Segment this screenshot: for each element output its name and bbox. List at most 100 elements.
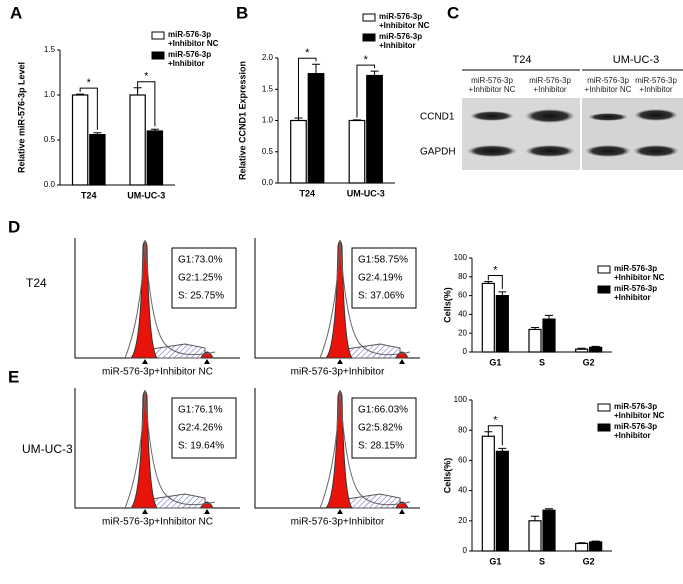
lane-label: miR-576-3p +Inhibitor NC bbox=[584, 76, 632, 94]
bar bbox=[71, 94, 89, 186]
stats-label: G2:5.82% bbox=[358, 423, 403, 434]
lane-label-box: miR-576-3p +Inhibitor bbox=[529, 76, 571, 94]
y-tick-label: 2.0 bbox=[262, 53, 274, 62]
lane-label: miR-576-3p +Inhibitor bbox=[635, 76, 677, 94]
bar bbox=[481, 282, 495, 353]
panel-letter: C bbox=[447, 3, 459, 22]
band bbox=[467, 145, 517, 157]
bar bbox=[495, 450, 509, 552]
stats-box bbox=[351, 247, 417, 309]
band bbox=[633, 145, 679, 157]
legend-label: miR-576-3p +Inhibitor bbox=[379, 32, 423, 50]
x-tick-label: UM-UC-3 bbox=[347, 188, 385, 198]
y-tick-label: 40 bbox=[458, 310, 467, 319]
error-bar bbox=[150, 128, 159, 131]
stats-label: G1:76.1% bbox=[178, 405, 223, 416]
stats-label: S: 28.15% bbox=[358, 441, 404, 452]
y-tick-label: 100 bbox=[454, 395, 468, 404]
x-tick-label: T24 bbox=[81, 190, 97, 200]
y-tick-label: 1.5 bbox=[262, 84, 274, 93]
x-tick-label: S bbox=[539, 556, 545, 566]
stats-box bbox=[171, 247, 237, 309]
stats-box bbox=[171, 397, 237, 459]
bar bbox=[542, 318, 556, 353]
marker bbox=[337, 509, 405, 514]
x-axis-label: miR-576-3p+Inhibitor NC bbox=[102, 517, 213, 528]
marker bbox=[337, 359, 405, 364]
band bbox=[525, 109, 575, 123]
significance-bracket bbox=[137, 81, 156, 127]
y-tick-label: 1.5 bbox=[44, 45, 56, 54]
marker bbox=[142, 359, 210, 364]
error-bar bbox=[545, 314, 553, 320]
significance: * bbox=[493, 415, 498, 427]
stats-label: G1:73.0% bbox=[178, 255, 223, 266]
stats-label: G1:58.75% bbox=[358, 255, 408, 266]
y-tick-label: 0.5 bbox=[44, 135, 56, 144]
significance-bracket bbox=[79, 87, 98, 130]
blot bbox=[462, 98, 580, 170]
legend-label-box: miR-576-3p +Inhibitor bbox=[379, 32, 423, 50]
band bbox=[470, 111, 514, 121]
y-tick-label: 80 bbox=[458, 272, 467, 281]
x-tick-label: UM-UC-3 bbox=[127, 190, 165, 200]
stats-label: S: 19.64% bbox=[178, 441, 224, 452]
error-bar bbox=[531, 515, 539, 521]
bar bbox=[129, 94, 146, 186]
legend-swatch bbox=[597, 403, 611, 412]
legend-label-box: miR-576-3p +Inhibitor bbox=[614, 284, 657, 302]
significance: * bbox=[493, 264, 498, 276]
hist-outline bbox=[319, 239, 411, 359]
y-tick-label: 40 bbox=[458, 486, 467, 495]
legend-swatch bbox=[151, 31, 165, 40]
significance: * bbox=[87, 77, 92, 89]
marker bbox=[142, 509, 210, 514]
significance-bracket bbox=[356, 64, 376, 118]
protein-label: CCND1 bbox=[420, 112, 455, 123]
bar bbox=[589, 346, 603, 353]
stats-label: G2:4.26% bbox=[178, 423, 223, 434]
error-bar bbox=[484, 281, 493, 284]
lane-label-box: miR-576-3p +Inhibitor NC bbox=[584, 76, 632, 94]
y-axis-label: Cells(%) bbox=[442, 458, 452, 494]
panel-letter: E bbox=[8, 367, 19, 386]
band bbox=[634, 109, 678, 121]
y-tick-label: 0 bbox=[463, 546, 468, 555]
lane-label: miR-576-3p +Inhibitor bbox=[529, 76, 571, 94]
legend-label: miR-576-3p +Inhibitor NC bbox=[614, 264, 665, 282]
y-tick-label: 80 bbox=[458, 425, 467, 434]
bar bbox=[290, 119, 307, 184]
error-bar bbox=[312, 63, 321, 74]
error-bar bbox=[591, 345, 600, 348]
stats-box bbox=[351, 397, 417, 459]
blot bbox=[582, 98, 683, 170]
cell-line: T24 bbox=[513, 54, 532, 66]
error-bar bbox=[352, 119, 361, 121]
stats-label: S: 37.06% bbox=[358, 291, 404, 302]
significance: * bbox=[144, 71, 149, 83]
x-axis-label: miR-576-3p+Inhibitor bbox=[291, 367, 385, 378]
y-tick-label: 100 bbox=[454, 253, 468, 262]
band bbox=[525, 145, 575, 157]
y-tick-label: 20 bbox=[458, 328, 467, 337]
y-axis-label: Cells(%) bbox=[442, 287, 452, 323]
bar bbox=[366, 74, 383, 184]
error-bar bbox=[577, 542, 586, 544]
bar bbox=[146, 130, 164, 186]
panel-letter: A bbox=[10, 3, 22, 22]
x-axis-label: miR-576-3p+Inhibitor NC bbox=[102, 367, 213, 378]
legend-label-box: miR-576-3p +Inhibitor NC bbox=[379, 12, 430, 30]
protein-label: GAPDH bbox=[420, 147, 456, 158]
bar bbox=[575, 348, 589, 353]
legend-swatch bbox=[597, 285, 611, 294]
stats-label: G2:4.19% bbox=[358, 273, 403, 284]
bar bbox=[307, 73, 325, 184]
panel-letter: D bbox=[8, 217, 20, 236]
row-label: UM-UC-3 bbox=[22, 442, 73, 456]
bar bbox=[481, 435, 495, 552]
error-bar bbox=[545, 508, 553, 511]
error-bar bbox=[93, 132, 102, 135]
legend-swatch bbox=[362, 13, 376, 22]
legend-label: miR-576-3p +Inhibitor NC bbox=[379, 12, 430, 30]
legend-label: miR-576-3p +Inhibitor NC bbox=[614, 402, 665, 420]
